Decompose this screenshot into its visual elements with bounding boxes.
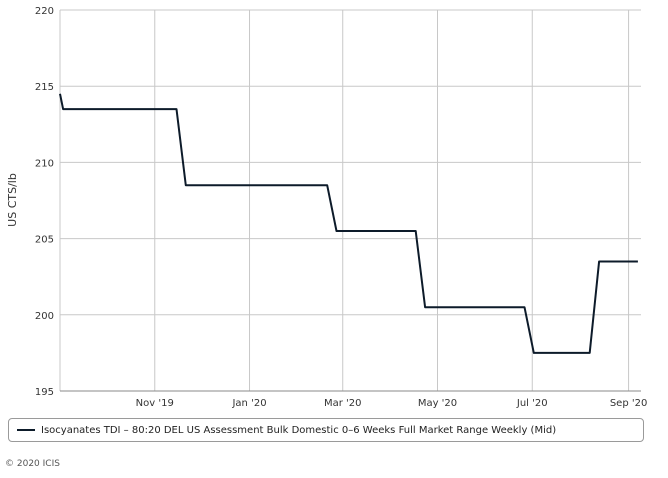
legend-swatch — [17, 429, 35, 431]
y-tick-label: 215 — [35, 82, 54, 93]
y-tick-label: 220 — [35, 6, 54, 17]
y-tick-label: 210 — [35, 158, 54, 169]
y-tick-label: 205 — [35, 235, 54, 246]
x-tick-label: Sep '20 — [610, 398, 648, 409]
legend-item-label: Isocyanates TDI – 80:20 DEL US Assessmen… — [41, 424, 557, 436]
y-axis-title: US CTS/lb — [6, 173, 19, 227]
series-line[interactable] — [59, 93, 638, 354]
y-tick-label: 195 — [35, 387, 54, 398]
x-tick-label: Jul '20 — [516, 398, 548, 409]
grid-lines — [59, 9, 641, 392]
line-chart: 195 200 205 210 215 220 Nov '19 Jan '20 Mar '20… — [6, 6, 648, 409]
x-tick-label: Mar '20 — [324, 398, 362, 409]
y-tick-label: 200 — [35, 311, 54, 322]
series-group — [59, 93, 638, 354]
x-tick-label: Jan '20 — [231, 398, 266, 409]
x-tick-label: May '20 — [418, 398, 457, 409]
copyright-text: © 2020 ICIS — [5, 459, 60, 469]
x-tick-label: Nov '19 — [136, 398, 174, 409]
legend[interactable]: Isocyanates TDI – 80:20 DEL US Assessmen… — [8, 418, 644, 442]
x-axis-ticks: Nov '19 Jan '20 Mar '20 May '20 Jul '20 Sep '… — [136, 398, 648, 409]
y-axis-ticks: 195 200 205 210 215 220 — [35, 6, 54, 398]
